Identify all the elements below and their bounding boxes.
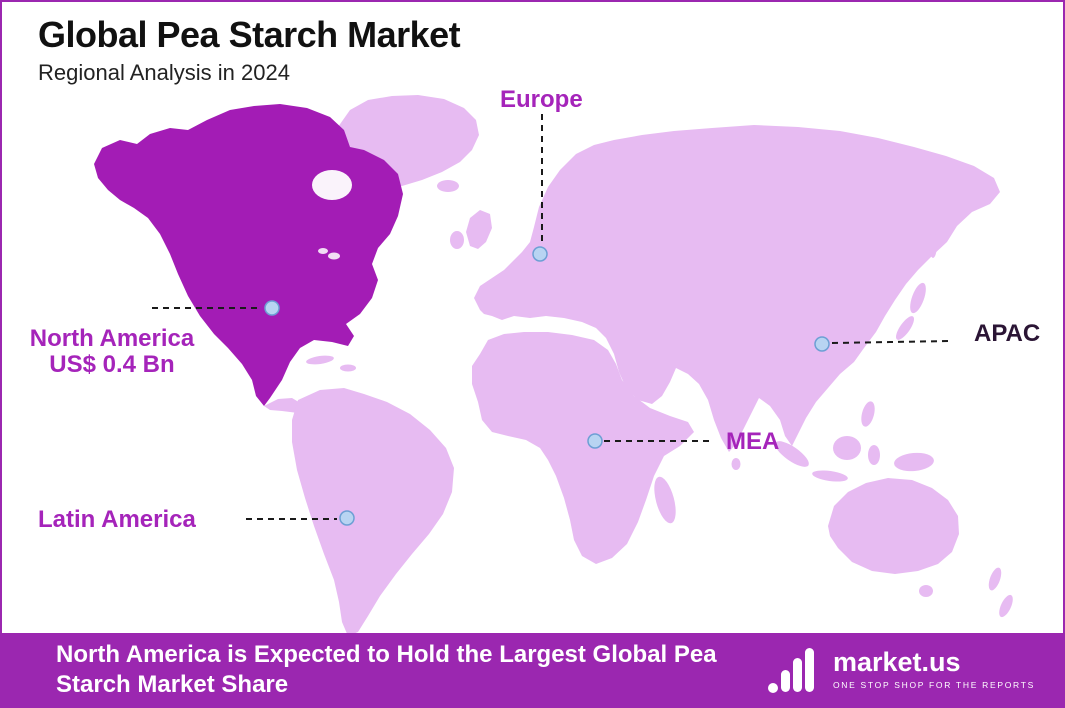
region-label-north-america-block: North America US$ 0.4 Bn xyxy=(10,325,214,379)
islands-southeast-asia xyxy=(731,401,934,482)
island-cuba xyxy=(306,355,334,365)
island-ireland xyxy=(450,231,464,249)
brand-tagline: ONE STOP SHOP FOR THE REPORTS xyxy=(832,680,1035,690)
continent-south-america xyxy=(292,388,454,636)
brand-text: market.us ONE STOP SHOP FOR THE REPORTS xyxy=(832,647,1035,691)
marker-apac xyxy=(814,336,830,352)
footer-message: North America is Expected to Hold the La… xyxy=(56,641,717,698)
callout-line-apac xyxy=(831,340,951,344)
islands-japan xyxy=(895,230,937,340)
region-label-latin-america: Latin America xyxy=(38,506,196,533)
continent-australia xyxy=(828,478,959,574)
island-nz-south xyxy=(999,594,1013,618)
island-madagascar xyxy=(654,476,676,524)
region-label-europe: Europe xyxy=(500,86,583,113)
marker-europe xyxy=(532,246,548,262)
island-nz-north xyxy=(988,567,1002,591)
island-britain xyxy=(466,210,492,249)
continent-africa xyxy=(472,332,694,564)
central-america xyxy=(264,398,302,413)
region-label-mea: MEA xyxy=(726,428,780,455)
brand: market.us ONE STOP SHOP FOR THE REPORTS xyxy=(765,646,1035,694)
footer-bar: North America is Expected to Hold the La… xyxy=(2,633,1063,706)
marker-mea xyxy=(587,433,603,449)
page-title: Global Pea Starch Market xyxy=(38,14,461,55)
island-tasmania xyxy=(919,585,933,597)
great-lakes-2 xyxy=(318,248,328,254)
great-lakes xyxy=(328,252,340,260)
page-subtitle: Regional Analysis in 2024 xyxy=(38,60,290,85)
continent-eurasia xyxy=(474,125,1000,452)
region-label-north-america: North America xyxy=(29,325,195,352)
region-value-north-america: US$ 0.4 Bn xyxy=(49,351,175,379)
brand-name: market.us xyxy=(832,647,961,677)
marker-latin-america xyxy=(339,510,355,526)
island-iceland xyxy=(437,180,459,192)
marketus-logo-icon xyxy=(767,647,814,693)
marker-north-america xyxy=(264,300,280,316)
region-label-apac: APAC xyxy=(974,320,1041,347)
island-hispaniola xyxy=(340,364,356,372)
header: Global Pea Starch Market Regional Analys… xyxy=(38,14,461,86)
hudson-bay xyxy=(312,170,352,200)
